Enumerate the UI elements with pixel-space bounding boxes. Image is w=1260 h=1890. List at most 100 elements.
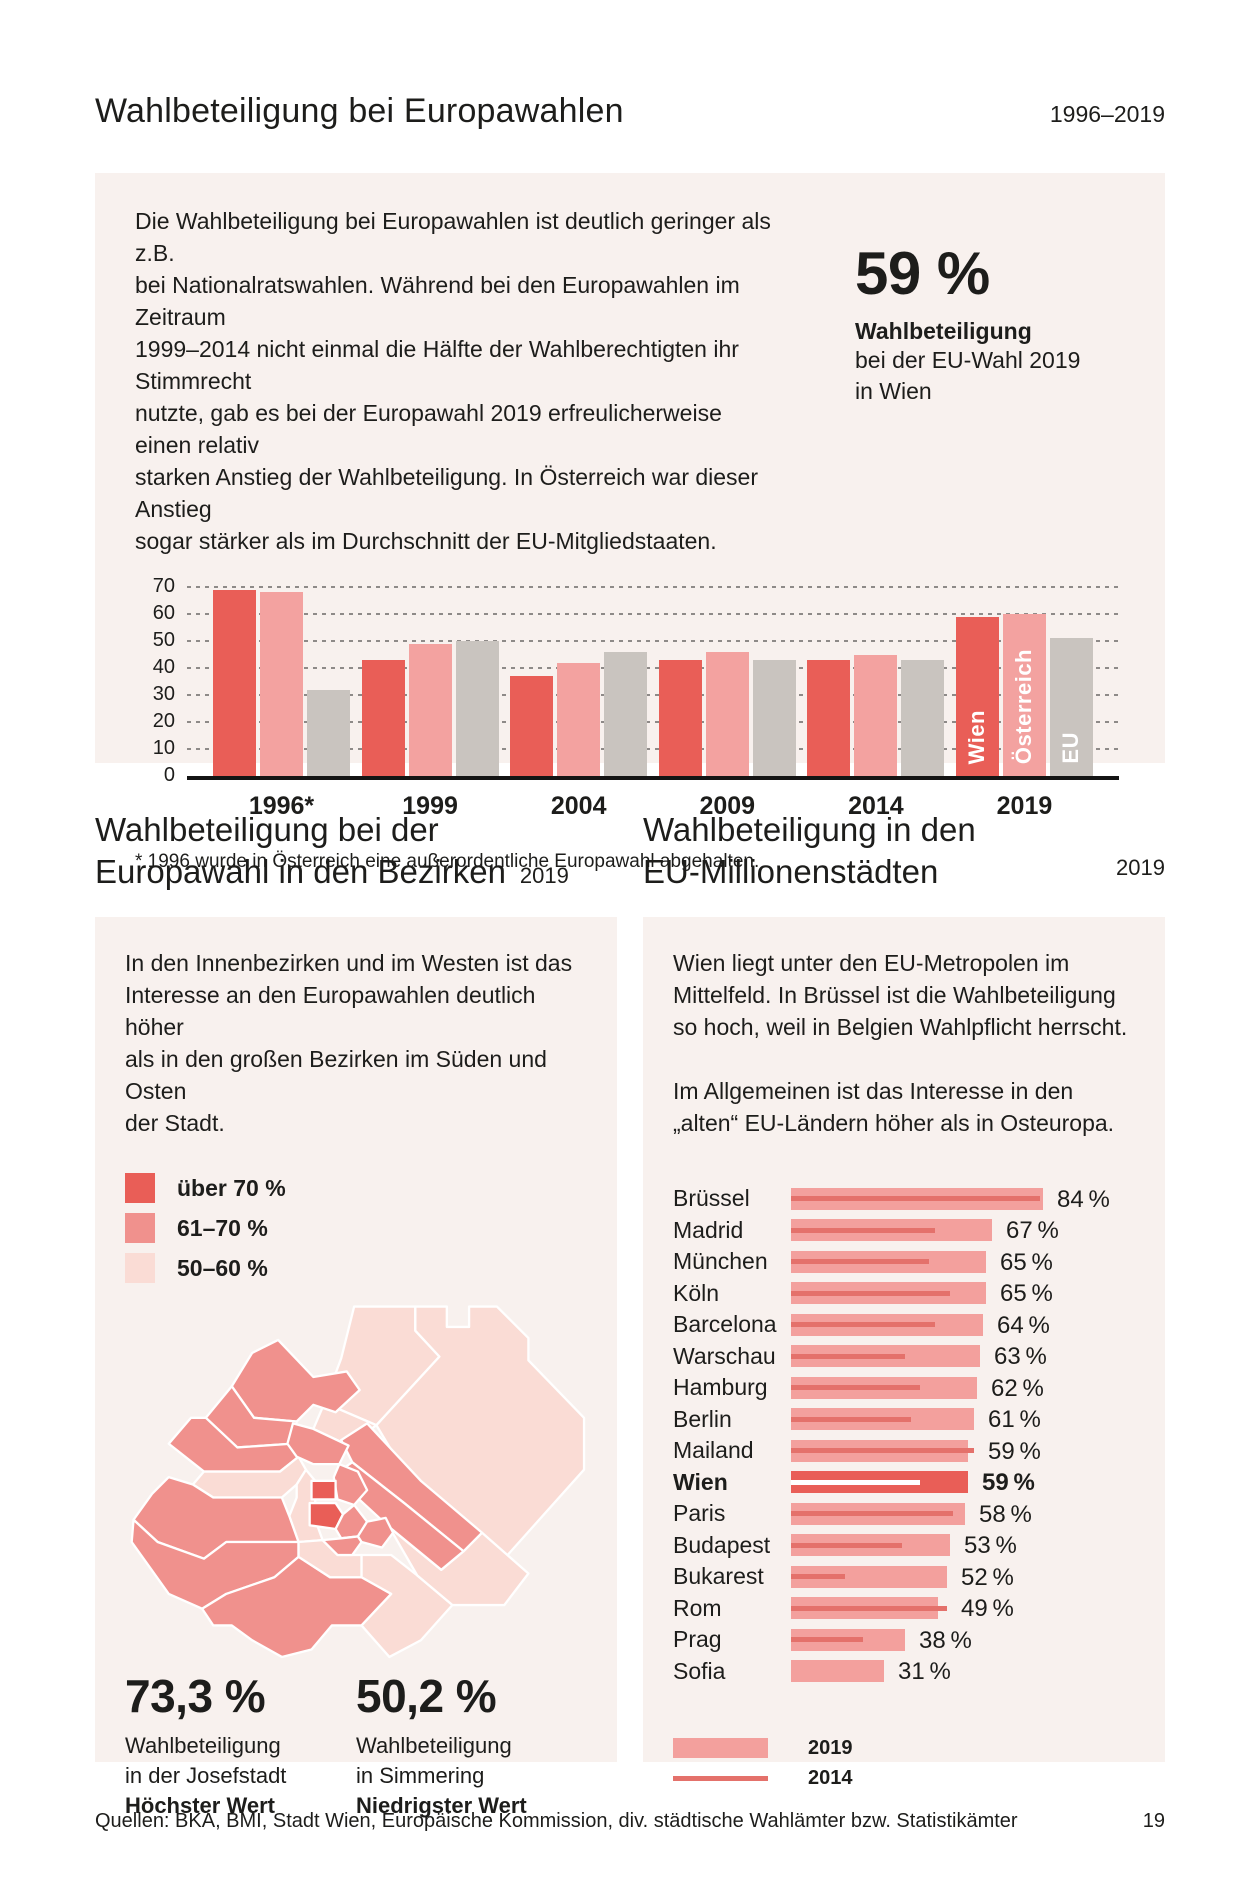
x-label-2009: 2009 bbox=[699, 792, 756, 820]
bar-eu-2019: EU bbox=[1049, 638, 1093, 776]
intro-row: Die Wahlbeteiligung bei Europawahlen ist… bbox=[135, 205, 1125, 557]
city-line-2014 bbox=[791, 1196, 1040, 1202]
district-shape-4 bbox=[230, 1338, 361, 1423]
city-value: 52 % bbox=[961, 1563, 1014, 1591]
district-shape-13 bbox=[360, 1553, 454, 1659]
map-legend-item-medium: 61–70 % bbox=[125, 1213, 587, 1243]
gridline-30 bbox=[187, 694, 1119, 696]
turnout-stat-block: 59 % Wahlbeteiligung bei der EU-Wahl 201… bbox=[855, 205, 1125, 557]
districts-heading-line2: Europawahl in den Bezirken bbox=[95, 853, 506, 890]
city-line-2014 bbox=[791, 1353, 905, 1359]
bar-wien-2019: Wien bbox=[955, 616, 999, 776]
city-line-2014 bbox=[791, 1416, 911, 1422]
bar-groups: Wien Österreich EU bbox=[187, 589, 1119, 776]
city-bar-track: 61 % bbox=[791, 1406, 1135, 1433]
bar-eu-1996 bbox=[307, 689, 350, 776]
city-row-muenchen: München 65 % bbox=[673, 1246, 1135, 1278]
city-row-wien: Wien 59 % bbox=[673, 1467, 1135, 1499]
bar-eu-1999 bbox=[455, 641, 499, 776]
ep-chart-xlabels: 1996* 1999 2004 2009 2014 2019 bbox=[187, 792, 1119, 821]
city-value: 67 % bbox=[1006, 1217, 1059, 1245]
series-label-oesterreich: Österreich bbox=[1011, 648, 1037, 764]
city-bar-track: 53 % bbox=[791, 1532, 1135, 1559]
city-row-rom: Rom 49 % bbox=[673, 1593, 1135, 1625]
city-value: 58 % bbox=[979, 1500, 1032, 1528]
city-bar-track: 38 % bbox=[791, 1627, 1135, 1654]
year-range: 1996–2019 bbox=[1049, 101, 1165, 127]
district-shape-23 bbox=[321, 1535, 363, 1557]
cities-heading-line1: Wahlbeteiligung in den bbox=[643, 811, 976, 848]
cities-heading-year: 2019 bbox=[1116, 855, 1165, 880]
highest-value-caption: Höchster Wert bbox=[125, 1792, 275, 1818]
turnout-stat-sublabel: bei der EU-Wahl 2019 in Wien bbox=[855, 347, 1081, 404]
legend-2019-swatch bbox=[673, 1738, 768, 1758]
bar-oesterreich-1999 bbox=[408, 643, 452, 776]
cities-panel: Wien liegt unter den EU-Metropolen im Mi… bbox=[643, 917, 1165, 1789]
city-bar-track: 49 % bbox=[791, 1595, 1135, 1622]
europawahlen-panel: Die Wahlbeteiligung bei Europawahlen ist… bbox=[95, 173, 1165, 872]
city-line-2014 bbox=[791, 1322, 935, 1328]
bar-oesterreich-2009 bbox=[705, 651, 749, 776]
city-row-köln: Köln 65 % bbox=[673, 1278, 1135, 1310]
city-label: München bbox=[673, 1248, 768, 1275]
y-tick-20: 20 bbox=[152, 710, 175, 732]
lowest-value-label: Wahlbeteiligung in Simmering bbox=[356, 1732, 512, 1788]
districts-heading-year: 2019 bbox=[519, 863, 569, 888]
city-label: Berlin bbox=[673, 1405, 732, 1432]
bar-wien-1999 bbox=[361, 659, 405, 776]
legend-item-2014: 2014 bbox=[673, 1763, 1135, 1793]
turnout-stat-value: 59 % bbox=[855, 240, 990, 307]
districts-map-wrap bbox=[115, 1301, 597, 1663]
city-value: 53 % bbox=[964, 1532, 1017, 1560]
city-label: Sofia bbox=[673, 1657, 726, 1684]
y-tick-10: 10 bbox=[152, 737, 175, 759]
city-value: 62 % bbox=[991, 1374, 1044, 1402]
map-legend-label-dark: über 70 % bbox=[177, 1174, 286, 1201]
districts-paragraph: In den Innenbezirken und im Westen ist d… bbox=[125, 950, 573, 1136]
city-value: 84 % bbox=[1057, 1185, 1110, 1213]
cities-paragraph-2: Im Allgemeinen ist das Interesse in den … bbox=[673, 1078, 1115, 1136]
districts-map bbox=[130, 1305, 586, 1659]
city-bar-track: 64 % bbox=[791, 1312, 1135, 1339]
city-row-paris: Paris 58 % bbox=[673, 1498, 1135, 1530]
city-bar-track: 59 % bbox=[791, 1438, 1135, 1465]
bar-wien-2004 bbox=[510, 676, 554, 776]
bar-group-2019: Wien Österreich EU bbox=[955, 614, 1093, 776]
city-bar-2019 bbox=[791, 1660, 884, 1683]
city-line-2014 bbox=[791, 1605, 947, 1611]
bar-eu-2009 bbox=[752, 659, 796, 776]
cities-heading-line2: EU-Millionenstädten bbox=[643, 853, 939, 890]
city-bar-track: 67 % bbox=[791, 1217, 1135, 1244]
gridline-60 bbox=[187, 613, 1119, 615]
map-legend-label-light: 50–60 % bbox=[177, 1254, 268, 1281]
city-row-mailand: Mailand 59 % bbox=[673, 1435, 1135, 1467]
city-value: 64 % bbox=[997, 1311, 1050, 1339]
districts-panel: In den Innenbezirken und im Westen ist d… bbox=[95, 917, 617, 1818]
district-stats: 73,3 % Wahlbeteiligung in der Josefstadt… bbox=[125, 1669, 587, 1821]
series-label-eu: EU bbox=[1058, 732, 1084, 764]
city-value: 59 % bbox=[982, 1469, 1035, 1497]
ep-turnout-chart: 0 10 20 30 40 50 60 70 Wien Österreich EU 1996* 199… bbox=[153, 575, 1119, 821]
bar-wien-2009 bbox=[658, 659, 702, 776]
series-label-wien: Wien bbox=[964, 709, 990, 764]
city-bar-track: 65 % bbox=[791, 1280, 1135, 1307]
city-line-2014 bbox=[791, 1259, 929, 1265]
city-value: 59 % bbox=[988, 1437, 1041, 1465]
y-tick-60: 60 bbox=[152, 602, 175, 624]
city-row-madrid: Madrid 67 % bbox=[673, 1215, 1135, 1247]
city-line-2014 bbox=[791, 1479, 920, 1485]
bar-oesterreich-1996 bbox=[260, 592, 303, 776]
x-label-2019: 2019 bbox=[996, 792, 1053, 820]
city-line-2014 bbox=[791, 1385, 920, 1391]
gridline-50 bbox=[187, 640, 1119, 642]
intro-paragraph: Die Wahlbeteiligung bei Europawahlen ist… bbox=[135, 208, 771, 554]
city-bar-2019 bbox=[791, 1565, 947, 1588]
bar-eu-2004 bbox=[604, 651, 648, 776]
y-tick-70: 70 bbox=[152, 575, 175, 597]
city-bar-track: 58 % bbox=[791, 1501, 1135, 1528]
bar-group-1999 bbox=[361, 641, 499, 776]
city-label: Budapest bbox=[673, 1531, 771, 1558]
map-legend-swatch-dark bbox=[125, 1173, 155, 1203]
lower-section: Wahlbeteiligung bei der Europawahl in de… bbox=[95, 809, 1165, 1818]
